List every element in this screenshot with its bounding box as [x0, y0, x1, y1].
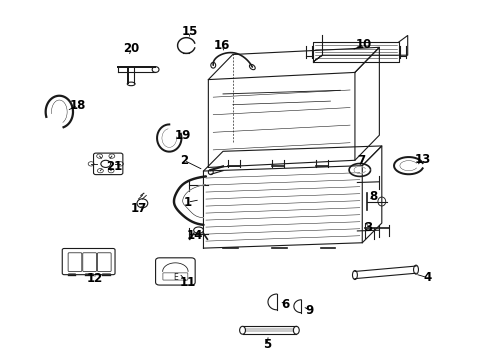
Text: 3: 3: [365, 221, 373, 234]
Text: 11: 11: [180, 276, 196, 289]
Text: 12: 12: [87, 273, 103, 285]
Text: 17: 17: [131, 202, 147, 215]
Text: 6: 6: [281, 298, 290, 311]
Text: 1: 1: [183, 196, 192, 209]
Text: 19: 19: [175, 129, 191, 143]
Text: 9: 9: [305, 304, 314, 317]
Text: 14: 14: [187, 229, 203, 242]
Text: 2: 2: [180, 154, 188, 167]
Text: 7: 7: [357, 154, 366, 167]
Text: 21: 21: [106, 160, 122, 173]
Text: 13: 13: [414, 153, 431, 166]
Text: 16: 16: [214, 39, 230, 52]
Text: 18: 18: [70, 99, 86, 112]
Text: E: E: [173, 273, 178, 282]
Text: 20: 20: [123, 41, 140, 54]
Text: 8: 8: [369, 190, 378, 203]
Text: 5: 5: [263, 338, 271, 351]
Text: 10: 10: [356, 38, 372, 51]
Text: 15: 15: [182, 26, 198, 39]
Text: 4: 4: [423, 271, 431, 284]
